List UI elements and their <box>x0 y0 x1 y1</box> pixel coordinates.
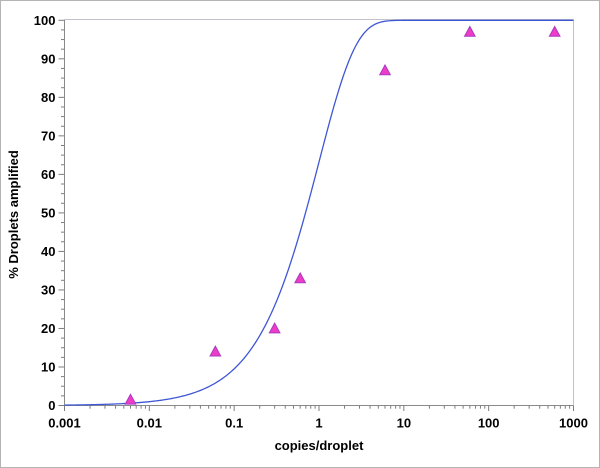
data-point-marker <box>268 322 281 334</box>
y-axis-ticks: 0 10 20 30 40 50 60 70 80 90 100 <box>34 13 65 413</box>
y-tick-label: 30 <box>41 282 55 297</box>
y-axis-title: % Droplets amplified <box>6 150 21 279</box>
data-point-marker <box>548 25 561 37</box>
y-tick-label: 80 <box>41 90 55 105</box>
data-points <box>124 25 561 405</box>
x-tick-label: 100 <box>478 416 500 431</box>
fit-curve-path <box>64 19 574 406</box>
data-point-marker <box>378 63 392 76</box>
plot-frame <box>64 19 574 406</box>
x-tick-label: 1000 <box>559 416 588 431</box>
y-tick-label: 100 <box>34 13 56 28</box>
x-axis-ticks: 0.001 0.01 0.1 1 10 100 1000 <box>48 405 588 431</box>
y-tick-label: 90 <box>41 51 55 66</box>
x-tick-label: 0.01 <box>137 416 162 431</box>
data-point-marker <box>294 271 307 284</box>
y-tick-label: 70 <box>41 128 55 143</box>
x-tick-label: 1 <box>315 416 322 431</box>
y-tick-label: 20 <box>41 321 55 336</box>
fit-curve <box>64 19 574 406</box>
y-tick-label: 50 <box>41 205 55 220</box>
x-tick-label: 0.001 <box>48 416 81 431</box>
y-tick-label: 40 <box>41 244 55 259</box>
y-tick-label: 10 <box>41 359 55 374</box>
data-point-marker <box>209 345 222 357</box>
data-point-marker <box>124 393 137 405</box>
x-tick-label: 10 <box>397 416 411 431</box>
y-tick-label: 0 <box>48 398 55 413</box>
x-tick-label: 0.1 <box>225 416 243 431</box>
y-tick-label: 60 <box>41 167 55 182</box>
data-point-marker <box>463 25 476 37</box>
x-axis-title: copies/droplet <box>275 438 365 453</box>
